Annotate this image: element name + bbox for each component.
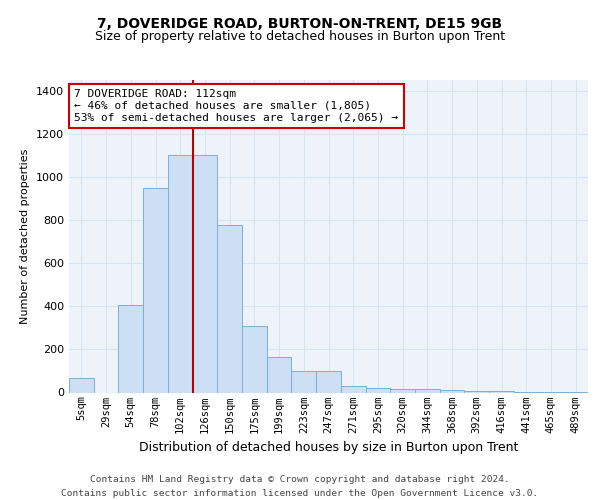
Bar <box>267 357 292 392</box>
Bar <box>143 188 168 392</box>
Bar <box>217 226 242 392</box>
Bar <box>69 378 94 392</box>
Text: Size of property relative to detached houses in Burton upon Trent: Size of property relative to detached ho… <box>95 30 505 43</box>
Bar <box>415 390 440 392</box>
Text: 7 DOVERIDGE ROAD: 112sqm
← 46% of detached houses are smaller (1,805)
53% of sem: 7 DOVERIDGE ROAD: 112sqm ← 46% of detach… <box>74 90 398 122</box>
Y-axis label: Number of detached properties: Number of detached properties <box>20 148 31 324</box>
Bar <box>118 305 143 392</box>
X-axis label: Distribution of detached houses by size in Burton upon Trent: Distribution of detached houses by size … <box>139 441 518 454</box>
Text: 7, DOVERIDGE ROAD, BURTON-ON-TRENT, DE15 9GB: 7, DOVERIDGE ROAD, BURTON-ON-TRENT, DE15… <box>97 18 503 32</box>
Text: Contains HM Land Registry data © Crown copyright and database right 2024.
Contai: Contains HM Land Registry data © Crown c… <box>61 476 539 498</box>
Bar <box>365 388 390 392</box>
Bar <box>193 156 217 392</box>
Bar <box>341 386 365 392</box>
Bar <box>292 371 316 392</box>
Bar <box>316 371 341 392</box>
Bar <box>168 156 193 392</box>
Bar <box>440 390 464 392</box>
Bar <box>390 390 415 392</box>
Bar <box>242 326 267 392</box>
